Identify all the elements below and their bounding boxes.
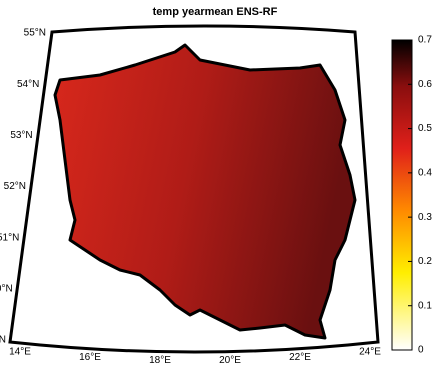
colorbar-tick-label: 0.6 [418, 79, 432, 90]
colorbar-tick-label: 0.4 [418, 167, 432, 178]
lat-label: 54°N [17, 79, 39, 90]
lat-label: 55°N [24, 28, 46, 39]
lat-label: 52°N [4, 181, 26, 192]
lon-label: 18°E [149, 355, 171, 365]
lat-label: 53°N [10, 130, 32, 141]
colorbar-tick-label: 0.1 [418, 300, 432, 311]
colorbar-tick-label: 0 [418, 345, 424, 356]
colorbar [391, 39, 413, 351]
colorbar-tick-label: 0.3 [418, 212, 432, 223]
colorbar-tick-label: 0.7 [418, 35, 432, 46]
poland-field [53, 43, 357, 340]
lon-label: 22°E [289, 352, 311, 363]
lon-label: 14°E [9, 347, 31, 358]
lat-label: 49°N [0, 335, 6, 346]
lon-label: 24°E [359, 347, 381, 358]
lat-label: 51°N [0, 232, 19, 243]
lat-label: 50°N [0, 283, 13, 294]
colorbar-tick-label: 0.5 [418, 123, 432, 134]
colorbar-tick-label: 0.2 [418, 256, 432, 267]
title: temp yearmean ENS-RF [153, 6, 278, 18]
lon-label: 16°E [79, 352, 101, 363]
lon-label: 20°E [219, 355, 241, 365]
map-frame [8, 24, 380, 354]
